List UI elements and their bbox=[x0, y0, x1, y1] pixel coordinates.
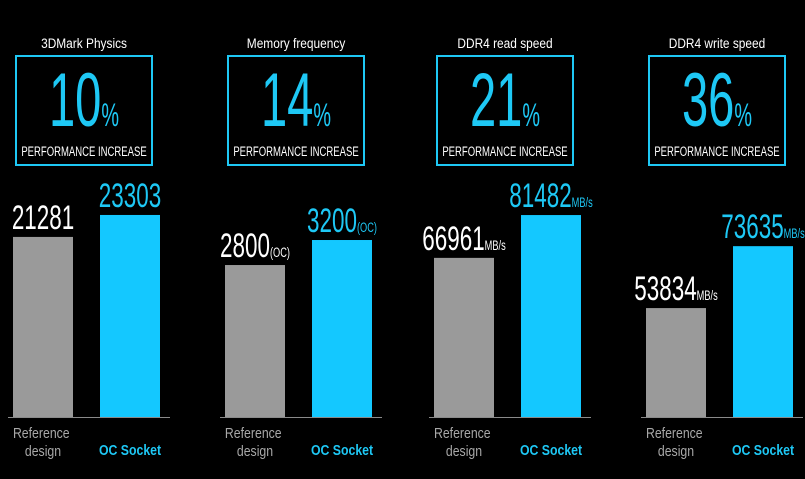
highlight-box bbox=[227, 55, 365, 166]
highlight-box bbox=[436, 55, 574, 166]
subtitle: PERFORMANCE INCREASE bbox=[233, 143, 358, 159]
category-label: Reference design bbox=[434, 425, 494, 459]
category-label: OC Socket bbox=[99, 442, 162, 458]
bar bbox=[521, 215, 581, 417]
highlight-box bbox=[15, 55, 153, 166]
value-label: 2800(OC) bbox=[220, 228, 290, 266]
bar bbox=[225, 265, 285, 417]
chart-title: DDR4 read speed bbox=[457, 35, 552, 51]
bar bbox=[100, 214, 160, 417]
bar bbox=[733, 246, 793, 417]
category-label: Reference design bbox=[13, 425, 73, 459]
category-label: OC Socket bbox=[311, 442, 374, 458]
bar bbox=[13, 236, 73, 417]
value-label: 21281 bbox=[12, 199, 74, 237]
increase-value: 14% bbox=[261, 59, 331, 143]
value-label: 53834MB/s bbox=[634, 271, 717, 309]
bar bbox=[646, 308, 706, 417]
category-label: OC Socket bbox=[732, 442, 795, 458]
increase-value: 21% bbox=[470, 59, 540, 143]
value-label: 66961MB/s bbox=[422, 220, 505, 258]
value-label: 81482MB/s bbox=[509, 178, 592, 216]
value-label: 23303 bbox=[99, 177, 161, 215]
subtitle: PERFORMANCE INCREASE bbox=[654, 143, 779, 159]
highlight-box bbox=[648, 55, 786, 166]
value-label: 3200(OC) bbox=[307, 203, 377, 241]
category-label: Reference design bbox=[646, 425, 706, 459]
category-label: Reference design bbox=[225, 425, 285, 459]
subtitle: PERFORMANCE INCREASE bbox=[21, 143, 146, 159]
category-label: OC Socket bbox=[520, 442, 583, 458]
chart-title: DDR4 write speed bbox=[669, 35, 766, 51]
bar bbox=[312, 240, 372, 417]
value-label: 73635MB/s bbox=[721, 209, 804, 247]
chart-title: Memory frequency bbox=[247, 35, 346, 51]
bar bbox=[434, 257, 494, 417]
increase-value: 10% bbox=[49, 59, 119, 143]
chart-title: 3DMark Physics bbox=[41, 35, 127, 51]
subtitle: PERFORMANCE INCREASE bbox=[442, 143, 567, 159]
increase-value: 36% bbox=[682, 59, 752, 143]
